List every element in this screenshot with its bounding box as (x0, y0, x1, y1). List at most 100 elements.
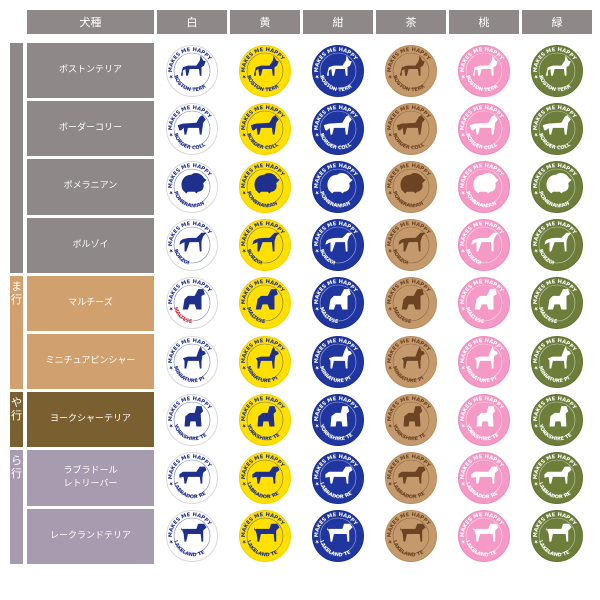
dog-silhouette-icon (398, 466, 426, 484)
dog-silhouette-icon (542, 114, 571, 135)
dog-silhouette-icon (327, 54, 352, 76)
dog-badge: ★ MAKES ME HAPPY ★YORKSHIRE TERRIER (239, 393, 291, 446)
badge-cell: ★ MAKES ME HAPPY ★POMERANIAN (157, 159, 227, 214)
badge-inner-ring (319, 517, 357, 555)
badge-inner-ring (392, 110, 430, 148)
dog-badge: ★ MAKES ME HAPPY ★LAKELAND TERRIER (458, 510, 510, 563)
dog-badge: ★ MAKES ME HAPPY ★BORDER COLLIE (385, 102, 437, 155)
dog-badge: ★ MAKES ME HAPPY ★POMERANIAN (312, 160, 364, 213)
dog-badge: ★ MAKES ME HAPPY ★BOSTON TERRIER (166, 44, 218, 97)
badge-cell: ★ MAKES ME HAPPY ★YORKSHIRE TERRIER (522, 392, 592, 447)
group-bar-3: ら行 (10, 450, 23, 564)
dog-badge: ★ MAKES ME HAPPY ★MINIATURE PINSCHER (166, 335, 218, 388)
dog-silhouette-icon (400, 523, 426, 542)
badge-inner-ring (319, 110, 357, 148)
badge-cell: ★ MAKES ME HAPPY ★BORZOI (303, 218, 373, 273)
dog-badge: ★ MAKES ME HAPPY ★POMERANIAN (531, 160, 583, 213)
dog-badge: ★ MAKES ME HAPPY ★BORZOI (385, 219, 437, 272)
badge-cell: ★ MAKES ME HAPPY ★MINIATURE PINSCHER (376, 334, 446, 389)
badge-inner-ring (173, 459, 211, 497)
badge-inner-ring (392, 517, 430, 555)
badge-inner-ring (465, 459, 503, 497)
badge-inner-ring (538, 110, 576, 148)
dog-silhouette-icon (255, 345, 279, 369)
badge-inner-ring (173, 52, 211, 89)
badge-cell: ★ MAKES ME HAPPY ★BOSTON TERRIER (303, 43, 373, 98)
dog-silhouette-icon (469, 114, 498, 135)
dog-silhouette-icon (181, 523, 207, 542)
badge-cell: ★ MAKES ME HAPPY ★BORZOI (230, 218, 300, 273)
badge-inner-ring (173, 110, 211, 148)
dog-badge: ★ MAKES ME HAPPY ★BOSTON TERRIER (239, 44, 291, 97)
breed-label: ヨークシャーテリア (27, 392, 154, 448)
dog-silhouette-icon (546, 54, 571, 76)
badge-inner-ring (319, 401, 357, 439)
header-breed: 犬種 (27, 10, 154, 34)
badge-inner-ring (319, 459, 357, 497)
badge-cell: ★ MAKES ME HAPPY ★BORDER COLLIE (449, 101, 519, 156)
badge-inner-ring (246, 226, 284, 264)
dog-silhouette-icon (473, 54, 498, 76)
badge-inner-ring (319, 226, 357, 264)
badge-cell: ★ MAKES ME HAPPY ★MINIATURE PINSCHER (449, 334, 519, 389)
dog-badge: ★ MAKES ME HAPPY ★POMERANIAN (166, 160, 218, 213)
badge-cell: ★ MAKES ME HAPPY ★BOSTON TERRIER (522, 43, 592, 98)
dog-badge: ★ MAKES ME HAPPY ★MINIATURE PINSCHER (312, 335, 364, 388)
group-bar-1: ま行 (10, 275, 23, 390)
badge-inner-ring (173, 401, 211, 439)
badge-inner-ring (465, 226, 503, 264)
badge-inner-ring (538, 285, 576, 322)
badge-cell: ★ MAKES ME HAPPY ★YORKSHIRE TERRIER (157, 392, 227, 447)
badge-cell: ★ MAKES ME HAPPY ★LAKELAND TERRIER (376, 509, 446, 564)
badge-inner-ring (392, 52, 430, 89)
dog-badge: ★ MAKES ME HAPPY ★MALTESE (385, 277, 437, 330)
dog-silhouette-icon (544, 466, 572, 484)
dog-silhouette-icon (181, 173, 207, 194)
breed-label: ポメラニアン (27, 159, 154, 215)
dog-silhouette-icon (184, 405, 204, 427)
badge-cell: ★ MAKES ME HAPPY ★MINIATURE PINSCHER (303, 334, 373, 389)
dog-silhouette-icon (323, 114, 352, 135)
badge-cell: ★ MAKES ME HAPPY ★LABRADOR RETRIEVER (522, 450, 592, 505)
dog-silhouette-icon (400, 54, 425, 76)
badge-cell: ★ MAKES ME HAPPY ★BORZOI (522, 218, 592, 273)
dog-silhouette-icon (471, 466, 499, 484)
badge-inner-ring (465, 343, 503, 380)
dog-silhouette-icon (252, 232, 280, 252)
badge-cell: ★ MAKES ME HAPPY ★MINIATURE PINSCHER (522, 334, 592, 389)
badge-cell: ★ MAKES ME HAPPY ★LABRADOR RETRIEVER (157, 450, 227, 505)
badge-cell: ★ MAKES ME HAPPY ★BORZOI (449, 218, 519, 273)
badge-cell: ★ MAKES ME HAPPY ★LAKELAND TERRIER (449, 509, 519, 564)
dog-badge: ★ MAKES ME HAPPY ★MINIATURE PINSCHER (531, 335, 583, 388)
badge-inner-ring (246, 459, 284, 497)
badge-inner-ring (465, 52, 503, 89)
dog-silhouette-icon (549, 405, 569, 427)
badge-cell: ★ MAKES ME HAPPY ★LABRADOR RETRIEVER (376, 450, 446, 505)
dog-badge: ★ MAKES ME HAPPY ★YORKSHIRE TERRIER (531, 393, 583, 446)
badge-inner-ring (538, 459, 576, 497)
badge-inner-ring (246, 110, 284, 148)
dog-silhouette-icon (396, 114, 425, 135)
badge-cell: ★ MAKES ME HAPPY ★LAKELAND TERRIER (522, 509, 592, 564)
dog-silhouette-icon (250, 114, 279, 135)
badge-cell: ★ MAKES ME HAPPY ★MINIATURE PINSCHER (157, 334, 227, 389)
badge-inner-ring (392, 285, 430, 322)
dog-silhouette-icon (398, 232, 426, 252)
badge-inner-ring (246, 517, 284, 555)
badge-inner-ring (319, 52, 357, 89)
dog-badge: ★ MAKES ME HAPPY ★YORKSHIRE TERRIER (166, 393, 218, 446)
badge-inner-ring (465, 285, 503, 322)
dog-silhouette-icon (254, 173, 280, 194)
badge-cell: ★ MAKES ME HAPPY ★BOSTON TERRIER (376, 43, 446, 98)
badge-cell: ★ MAKES ME HAPPY ★BORDER COLLIE (522, 101, 592, 156)
badge-inner-ring (465, 517, 503, 555)
dog-badge: ★ MAKES ME HAPPY ★MALTESE (239, 277, 291, 330)
badge-cell: ★ MAKES ME HAPPY ★BORZOI (157, 218, 227, 273)
badge-cell: ★ MAKES ME HAPPY ★BORZOI (376, 218, 446, 273)
dog-silhouette-icon (182, 345, 206, 369)
dog-silhouette-icon (328, 345, 352, 369)
dog-badge: ★ MAKES ME HAPPY ★BORDER COLLIE (458, 102, 510, 155)
badge-cell: ★ MAKES ME HAPPY ★MALTESE (230, 276, 300, 331)
badge-inner-ring (465, 401, 503, 439)
